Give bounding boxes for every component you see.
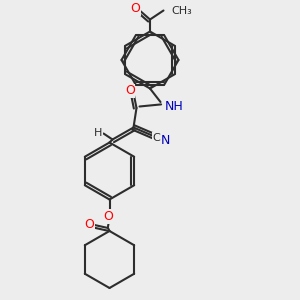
Text: O: O (84, 218, 94, 232)
Text: O: O (125, 84, 135, 98)
Text: CH₃: CH₃ (171, 6, 192, 16)
Text: N: N (161, 134, 170, 147)
Text: O: O (103, 210, 113, 223)
Text: C: C (152, 133, 160, 142)
Text: O: O (130, 2, 140, 16)
Text: H: H (94, 128, 102, 138)
Text: NH: NH (165, 100, 184, 113)
